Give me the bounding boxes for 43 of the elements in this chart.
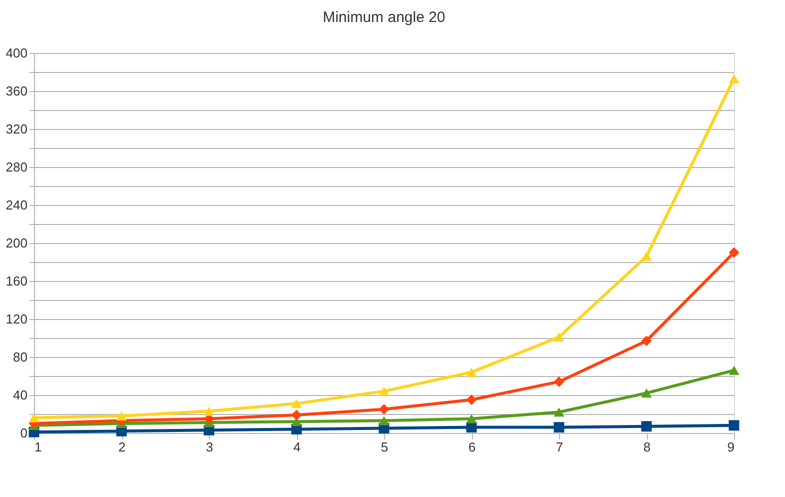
point — [466, 368, 477, 377]
point — [728, 420, 740, 431]
point — [466, 394, 477, 405]
point — [378, 416, 390, 426]
point — [728, 247, 740, 258]
y-tick-label: 400 — [6, 46, 28, 60]
point — [378, 404, 390, 414]
point — [554, 376, 564, 387]
point — [641, 388, 652, 398]
point — [28, 413, 40, 422]
x-tick-label: 2 — [118, 440, 126, 454]
x-tick-label: 5 — [380, 440, 388, 454]
point — [554, 408, 564, 417]
y-tick-label: 120 — [6, 312, 28, 326]
y-tick-label: 0 — [20, 426, 28, 440]
y-tick-label: 200 — [6, 236, 28, 250]
point — [728, 366, 740, 375]
y-tick-label: 280 — [6, 160, 28, 174]
x-tick-label: 6 — [468, 440, 476, 454]
point — [116, 411, 127, 420]
point — [291, 399, 302, 408]
point — [641, 336, 652, 346]
y-tick-label: 40 — [13, 388, 28, 402]
point — [291, 410, 302, 420]
x-tick-label: 7 — [556, 440, 564, 454]
point — [554, 332, 564, 342]
x-tick-label: 3 — [206, 440, 214, 454]
point — [378, 386, 390, 396]
y-tick-label: 360 — [6, 84, 28, 98]
chart-title: Minimum angle 20 — [322, 9, 446, 26]
y-tick-label: 80 — [13, 350, 28, 364]
point — [641, 421, 652, 432]
point — [466, 414, 477, 424]
point — [204, 406, 214, 416]
x-tick-label: 9 — [727, 440, 734, 454]
x-tick-label: 8 — [643, 440, 651, 454]
y-tick-label: 320 — [6, 122, 28, 136]
y-tick-label: 240 — [6, 198, 28, 212]
x-tick-label: 4 — [293, 440, 301, 454]
x-tick-label: 1 — [34, 440, 42, 454]
point — [554, 422, 564, 433]
y-tick-label: 160 — [6, 274, 28, 288]
point — [728, 74, 740, 84]
